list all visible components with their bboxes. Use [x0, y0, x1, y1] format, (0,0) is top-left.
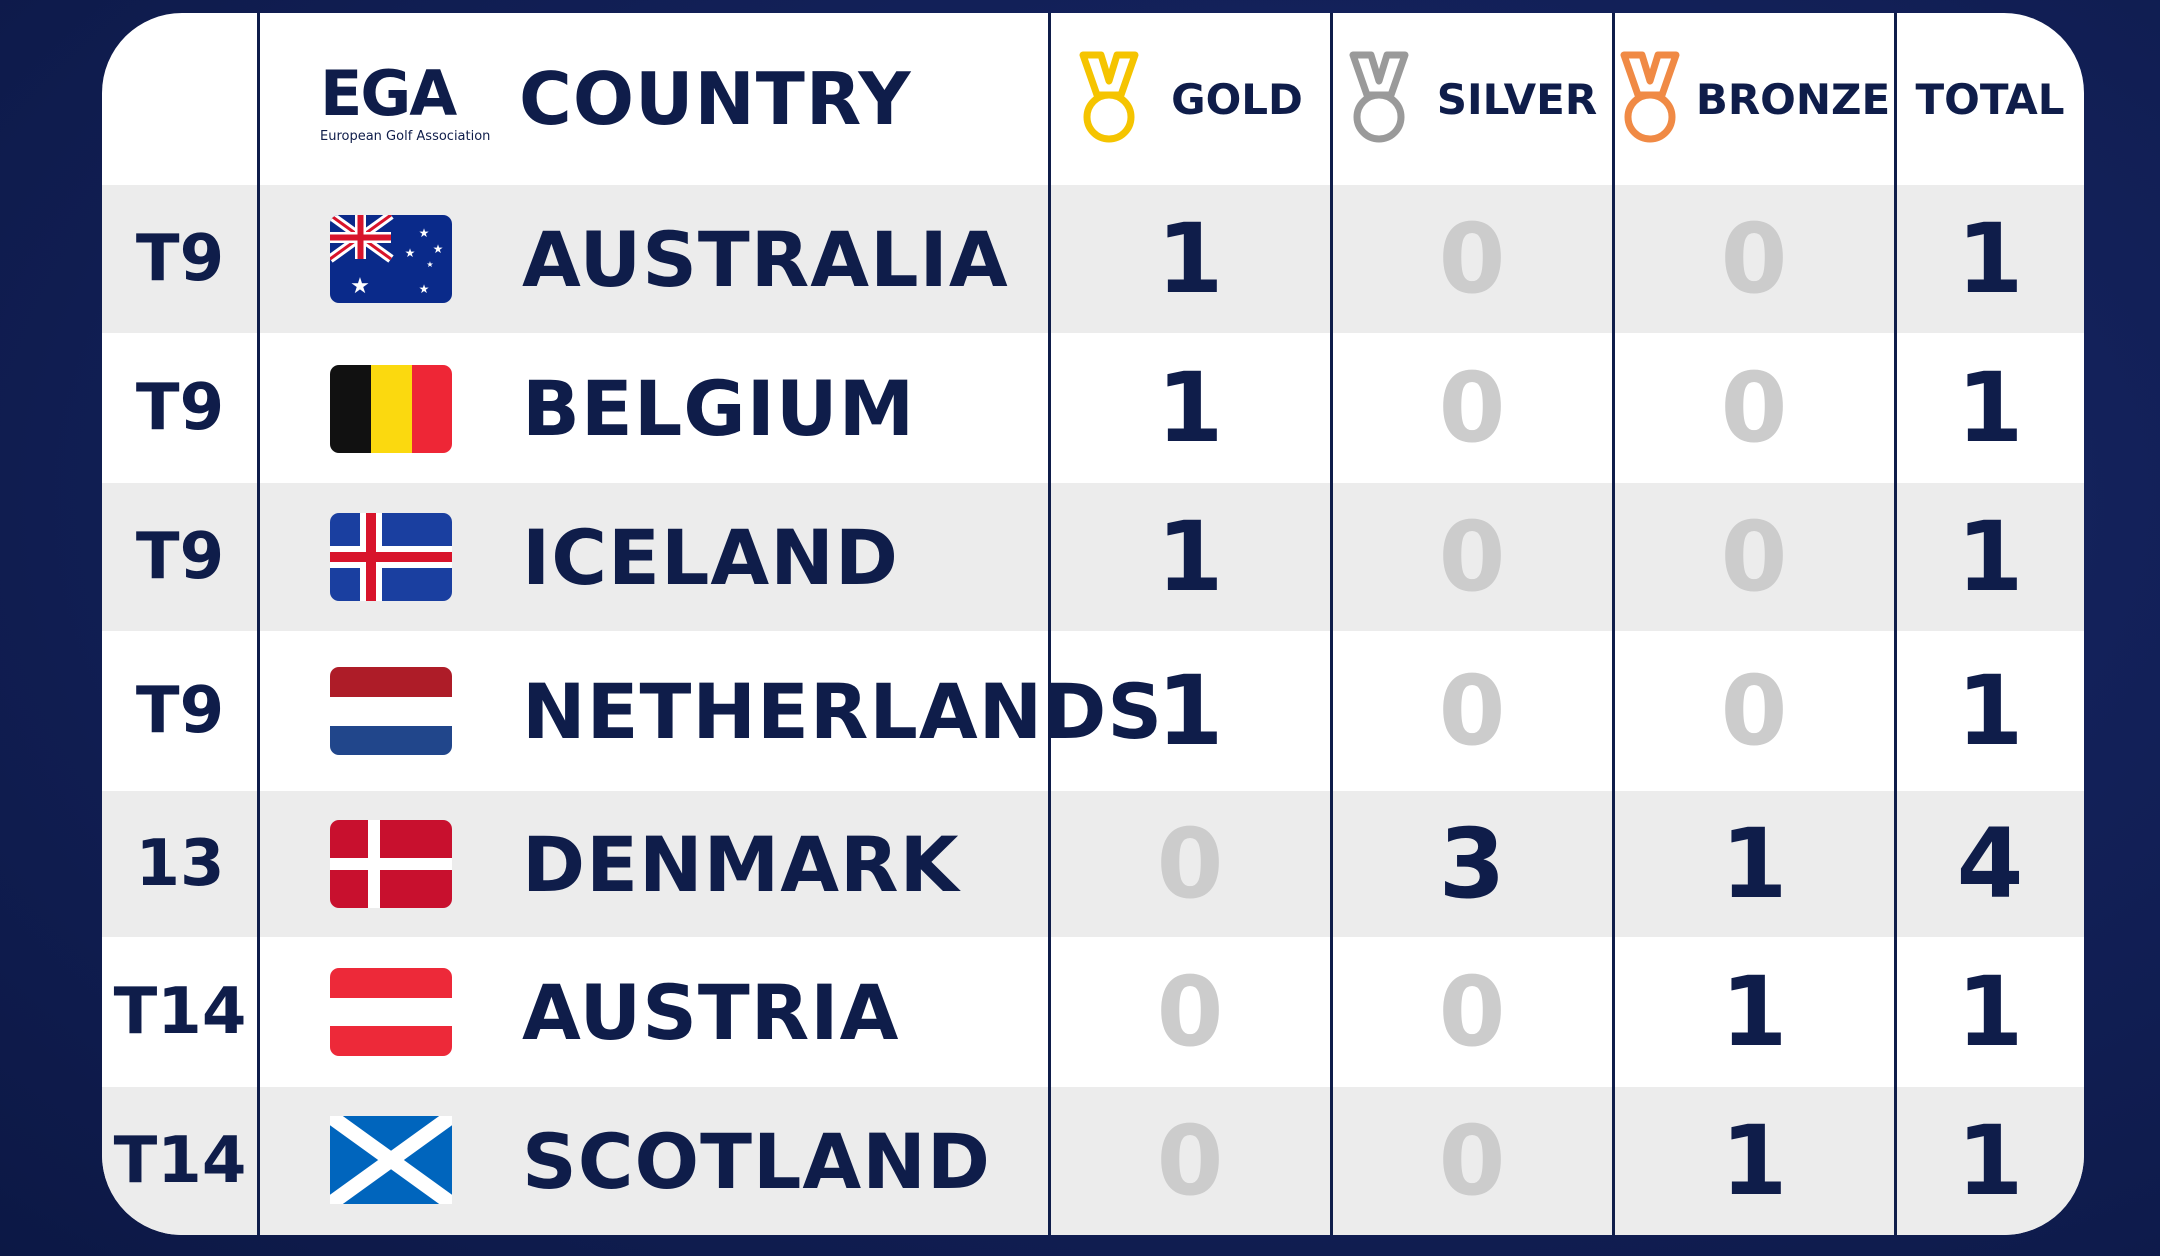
bronze-count: 1	[1720, 808, 1788, 920]
rank-cell: T9	[135, 520, 225, 594]
silver-header-label: SILVER	[1436, 74, 1598, 124]
total-count: 1	[1956, 203, 2024, 315]
column-divider	[1330, 13, 1333, 1235]
table-row: T9 ICELAND 1 0 0 1	[102, 483, 2084, 631]
scotland-flag	[330, 1116, 452, 1204]
table-row: T9 BELGIUM 1 0 0 1	[102, 333, 2084, 483]
gold-count: 1	[1156, 352, 1224, 464]
table-row: T9 NETHERLANDS 1 0 0 1	[102, 631, 2084, 791]
svg-text:★: ★	[405, 246, 416, 260]
gold-header-label: GOLD	[1171, 74, 1303, 124]
rank-cell: T9	[135, 674, 225, 748]
total-count: 1	[1956, 956, 2024, 1068]
australia-flag: ★ ★ ★ ★ ★ ★	[330, 215, 452, 303]
total-count: 1	[1956, 655, 2024, 767]
table-row: 13 DENMARK 0 3 1 4	[102, 791, 2084, 937]
rank-cell: T14	[113, 975, 247, 1049]
svg-text:★: ★	[419, 226, 430, 240]
column-divider	[1612, 13, 1615, 1235]
gold-count: 0	[1156, 1105, 1224, 1217]
gold-count: 0	[1156, 956, 1224, 1068]
bronze-count: 0	[1720, 352, 1788, 464]
country-name: SCOTLAND	[522, 1116, 991, 1206]
bronze-count: 0	[1720, 501, 1788, 613]
rank-cell: T9	[135, 371, 225, 445]
gold-count: 1	[1156, 655, 1224, 767]
belgium-flag	[330, 365, 452, 453]
country-name: NETHERLANDS	[522, 666, 1164, 756]
table-header: EGA European Golf Association COUNTRY GO…	[102, 13, 2084, 185]
bronze-header: BRONZE	[1614, 13, 1894, 185]
total-count: 4	[1956, 808, 2024, 920]
country-name: AUSTRALIA	[522, 214, 1009, 304]
silver-count: 0	[1438, 352, 1506, 464]
bronze-count: 1	[1720, 956, 1788, 1068]
country-name: ICELAND	[522, 512, 899, 602]
silver-medal-icon	[1349, 51, 1409, 143]
country-name: BELGIUM	[522, 363, 916, 453]
gold-count: 1	[1156, 501, 1224, 613]
netherlands-flag	[330, 667, 452, 755]
gold-count: 1	[1156, 203, 1224, 315]
table-row: T14 AUSTRIA 0 0 1 1	[102, 937, 2084, 1087]
bronze-count: 0	[1720, 203, 1788, 315]
total-count: 1	[1956, 352, 2024, 464]
table-row: T14 SCOTLAND 0 0 1 1	[102, 1087, 2084, 1235]
table-row: T9 ★ ★ ★ ★ ★ ★ AUSTRALIA 1 0 0 1	[102, 185, 2084, 333]
bronze-count: 0	[1720, 655, 1788, 767]
total-count: 1	[1956, 1105, 2024, 1217]
column-divider	[257, 13, 260, 1235]
svg-text:★: ★	[433, 242, 444, 256]
bronze-count: 1	[1720, 1105, 1788, 1217]
rank-cell: T9	[135, 222, 225, 296]
bronze-medal-icon	[1620, 51, 1680, 143]
country-name: DENMARK	[522, 819, 960, 909]
silver-count: 0	[1438, 1105, 1506, 1217]
svg-text:★: ★	[350, 274, 370, 299]
svg-text:★: ★	[419, 282, 430, 296]
ega-logo: EGA European Golf Association	[320, 57, 491, 153]
iceland-flag	[330, 513, 452, 601]
column-divider	[1048, 13, 1051, 1235]
denmark-flag	[330, 820, 452, 908]
austria-flag	[330, 968, 452, 1056]
silver-header: SILVER	[1332, 13, 1612, 185]
gold-count: 0	[1156, 808, 1224, 920]
svg-text:★: ★	[426, 260, 433, 269]
silver-count: 0	[1438, 956, 1506, 1068]
silver-count: 0	[1438, 203, 1506, 315]
ega-logo-text: EGA	[320, 57, 457, 130]
ega-logo-subtitle: European Golf Association	[320, 129, 491, 144]
gold-medal-icon	[1079, 51, 1139, 143]
rank-cell: 13	[135, 827, 225, 901]
country-header: COUNTRY	[519, 57, 912, 141]
silver-count: 3	[1438, 808, 1506, 920]
silver-count: 0	[1438, 655, 1506, 767]
silver-count: 0	[1438, 501, 1506, 613]
bronze-header-label: BRONZE	[1695, 74, 1891, 124]
country-name: AUSTRIA	[522, 967, 900, 1057]
medal-table: EGA European Golf Association COUNTRY GO…	[102, 13, 2084, 1235]
column-divider	[1894, 13, 1897, 1235]
rank-cell: T14	[113, 1124, 247, 1198]
total-header: TOTAL	[1915, 74, 2065, 124]
total-count: 1	[1956, 501, 2024, 613]
gold-header: GOLD	[1050, 13, 1330, 185]
